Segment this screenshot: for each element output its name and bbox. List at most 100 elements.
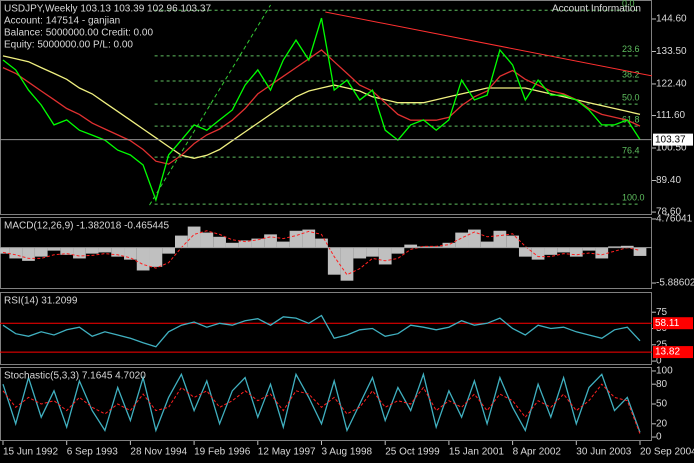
histogram-bar — [98, 247, 112, 253]
level-tag — [653, 317, 693, 330]
histogram-bar — [518, 247, 532, 257]
histogram-bar — [620, 245, 634, 248]
histogram-bar — [73, 247, 86, 259]
y-tick-label: 78.60 — [656, 207, 681, 218]
series-line — [2, 230, 641, 276]
histogram-bar — [136, 247, 150, 271]
y-tick-label: 25 — [656, 339, 668, 350]
histogram-bar — [315, 238, 328, 248]
histogram-bar — [468, 229, 481, 248]
fib-label: 50.0 — [622, 93, 640, 103]
histogram-bar — [213, 236, 226, 248]
histogram-bar — [455, 232, 469, 248]
last-price-label: 103.37 — [655, 134, 686, 145]
histogram-bar — [85, 247, 99, 254]
histogram-bar — [582, 247, 596, 251]
x-tick-label: 15 Jan 2001 — [449, 447, 504, 458]
histogram-bar — [544, 247, 558, 255]
y-tick-label: -5.88602 — [656, 278, 694, 289]
trendline — [325, 11, 652, 77]
y-tick-label: 133.50 — [656, 46, 687, 57]
histogram-bar — [9, 247, 23, 259]
histogram-bar — [366, 247, 379, 257]
histogram-bar — [480, 241, 494, 248]
panel-plot — [0, 314, 652, 353]
histogram-bar — [225, 242, 239, 248]
panel-frame — [0, 367, 652, 441]
histogram-bar — [353, 247, 367, 259]
histogram-bar — [429, 246, 443, 248]
panel-plot — [0, 226, 652, 281]
fib-label: 61.8 — [622, 114, 640, 124]
x-tick-label: 8 Apr 2002 — [513, 447, 562, 458]
histogram-bar — [47, 247, 61, 251]
histogram-bar — [174, 235, 188, 248]
histogram-bar — [404, 244, 418, 248]
y-tick-label: 50 — [656, 399, 668, 410]
panel-title: RSI(14) 31.2099 — [4, 296, 78, 307]
histogram-bar — [633, 247, 647, 256]
histogram-bar — [0, 247, 10, 254]
y-tick-label: 100 — [656, 366, 673, 377]
series-line — [2, 383, 641, 435]
histogram-bar — [238, 240, 252, 248]
y-tick-label: 0 — [656, 356, 662, 367]
x-tick-label: 3 Aug 1998 — [322, 447, 373, 458]
x-tick-label: 15 Jun 1992 — [3, 447, 58, 458]
fib-label: 100.0 — [622, 193, 645, 203]
y-tick-label: 111.60 — [656, 110, 686, 121]
series-line — [2, 49, 641, 165]
x-tick-label: 25 Oct 1999 — [385, 447, 440, 458]
fib-label: 76.4 — [622, 145, 640, 155]
level-tag — [653, 346, 693, 359]
histogram-bar — [111, 247, 125, 257]
x-tick-label: 30 Jun 2003 — [576, 447, 631, 458]
panel-title: USDJPY,Weekly 103.13 103.39 102.96 103.3… — [4, 4, 211, 15]
histogram-bar — [327, 247, 341, 275]
histogram-bar — [200, 232, 214, 248]
fib-label: 0.0 — [622, 0, 635, 9]
series-line — [2, 55, 641, 159]
histogram-bar — [162, 247, 175, 254]
histogram-bar — [608, 246, 621, 248]
panel-title: MACD(12,26,9) -1.382018 -0.465445 — [4, 221, 170, 232]
series-line — [2, 17, 641, 203]
y-tick-label: 89.40 — [656, 175, 681, 186]
level-label: 58.11 — [655, 318, 680, 329]
histogram-bar — [251, 238, 265, 248]
x-tick-label: 20 Sep 2004 — [640, 447, 694, 458]
y-tick-label: 100.50 — [656, 143, 687, 154]
histogram-bar — [378, 247, 392, 265]
y-tick-label: 80 — [656, 379, 668, 390]
histogram-bar — [187, 226, 201, 248]
histogram-bar — [276, 241, 290, 248]
histogram-bar — [557, 247, 570, 253]
y-tick-label: 75 — [656, 307, 668, 318]
y-tick-label: 20 — [656, 418, 668, 429]
panel-plot: 0.0 23.6 38.2 50.0 61.8 76.4 100.0 — [0, 0, 652, 206]
histogram-bar — [34, 247, 48, 257]
histogram-bar — [493, 230, 507, 248]
corner-label: Account Information — [552, 4, 641, 15]
histogram-bar — [417, 246, 430, 248]
histogram-bar — [531, 247, 545, 260]
x-tick-label: 19 Feb 1996 — [194, 447, 251, 458]
histogram-bar — [149, 247, 163, 267]
trendline — [149, 4, 271, 206]
y-tick-label: 0 — [656, 432, 662, 443]
histogram-bar — [264, 234, 277, 248]
fib-label: 23.6 — [622, 44, 640, 54]
histogram-bar — [569, 247, 583, 257]
panel-frame — [0, 0, 652, 215]
panel-title: Stochastic(5,3,3) 7.1645 4.7020 — [4, 371, 146, 382]
histogram-bar — [289, 230, 303, 248]
histogram-bar — [442, 242, 456, 248]
histogram-bar — [60, 247, 74, 255]
panel-frame — [0, 292, 652, 365]
account-info: Equity: 5000000.00 P/L: 0.00 — [4, 40, 133, 51]
account-info: Account: 147514 - ganjian — [4, 16, 120, 27]
y-tick-label: 4.76041 — [656, 214, 693, 225]
x-tick-label: 12 May 1997 — [258, 447, 316, 458]
histogram-bar — [302, 229, 316, 248]
